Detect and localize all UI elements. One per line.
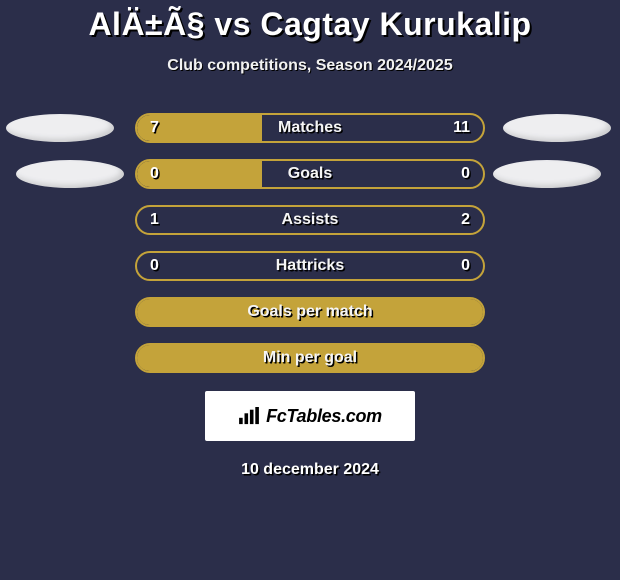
stat-bar-track [135,159,485,189]
stat-value-right: 11 [453,113,470,143]
stat-bar-full [137,299,483,325]
stat-rows: Matches711Goals00Assists12Hattricks00Goa… [0,105,620,381]
left-team-oval [16,160,124,188]
stat-row: Goals per match [0,289,620,335]
logo-text: FcTables.com [266,406,382,427]
left-team-oval [6,114,114,142]
right-team-oval [493,160,601,188]
stat-row: Assists12 [0,197,620,243]
stat-bar-track [135,251,485,281]
comparison-card: AlÄ±Ã§ vs Cagtay Kurukalip Club competit… [0,0,620,580]
stat-value-right: 0 [461,159,470,189]
stat-value-left: 7 [150,113,159,143]
stat-row: Hattricks00 [0,243,620,289]
stat-bar-track [135,205,485,235]
stat-row: Goals00 [0,151,620,197]
stat-value-left: 1 [150,205,159,235]
stat-value-left: 0 [150,159,159,189]
source-logo: FcTables.com [205,391,415,441]
right-team-oval [503,114,611,142]
stat-bar-full [137,345,483,371]
date-label: 10 december 2024 [0,461,620,479]
stat-value-right: 2 [461,205,470,235]
stat-value-right: 0 [461,251,470,281]
stat-bar-track [135,297,485,327]
stat-bar-track [135,113,485,143]
page-subtitle: Club competitions, Season 2024/2025 [0,57,620,75]
bars-icon [238,407,260,425]
stat-row: Matches711 [0,105,620,151]
stat-value-left: 0 [150,251,159,281]
stat-row: Min per goal [0,335,620,381]
stat-bar-track [135,343,485,373]
page-title: AlÄ±Ã§ vs Cagtay Kurukalip [0,6,620,43]
